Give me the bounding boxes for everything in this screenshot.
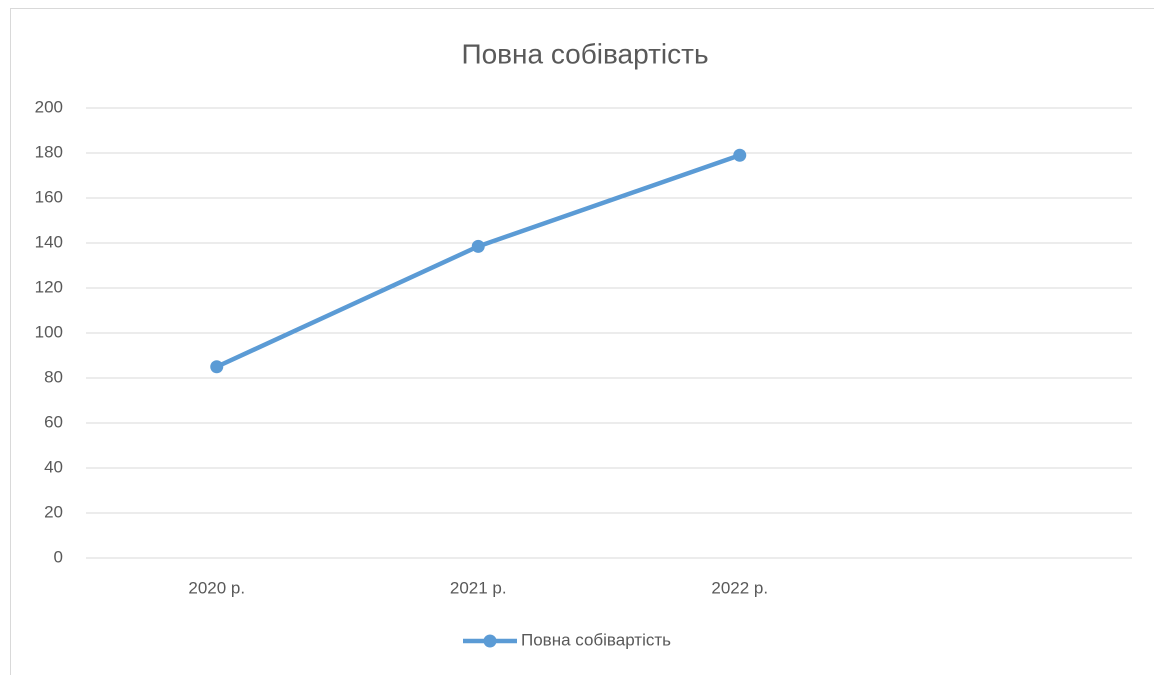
- x-tick-label: 2020 р.: [188, 578, 245, 597]
- y-tick-label: 200: [35, 97, 63, 116]
- y-tick-label: 100: [35, 322, 63, 341]
- y-tick-label: 80: [44, 367, 63, 386]
- y-tick-label: 40: [44, 457, 63, 476]
- y-tick-label: 120: [35, 277, 63, 296]
- y-tick-label: 180: [35, 142, 63, 161]
- point: [471, 239, 485, 253]
- y-tick-label: 0: [54, 547, 63, 566]
- legend-label: Повна собівартість: [521, 630, 671, 649]
- y-tick-label: 60: [44, 412, 63, 431]
- y-tick-label: 140: [35, 232, 63, 251]
- point: [210, 360, 224, 374]
- legend-marker: [483, 634, 497, 648]
- y-tick-label: 20: [44, 502, 63, 521]
- x-tick-label: 2022 р.: [711, 578, 768, 597]
- y-tick-label: 160: [35, 187, 63, 206]
- x-tick-label: 2021 р.: [450, 578, 507, 597]
- chart-frame: [10, 8, 1154, 675]
- chart-title: Повна собівартість: [461, 38, 708, 69]
- point: [733, 148, 747, 162]
